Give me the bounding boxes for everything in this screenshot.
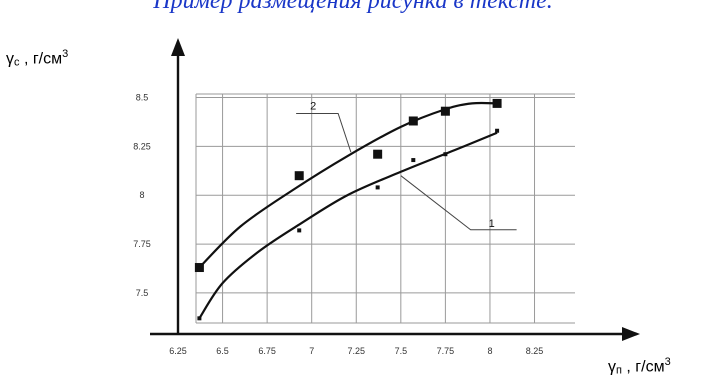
axes: [150, 38, 640, 341]
x-tick-label: 8.25: [526, 346, 544, 356]
x-tick-label: 8: [487, 346, 492, 356]
y-tick-label: 8: [139, 190, 144, 200]
x-axis-label-unit: , г/см: [621, 358, 665, 376]
series-1-point: [297, 228, 302, 233]
series-2-point: [440, 106, 450, 116]
y-tick-label: 7.5: [136, 288, 149, 298]
x-axis-arrow: [622, 327, 640, 341]
y-tick-label: 8.25: [133, 141, 151, 151]
x-tick-label: 7.75: [437, 346, 455, 356]
series-line-2: [198, 101, 498, 269]
y-tick-label: 8.5: [136, 93, 149, 103]
x-axis-label-exponent: 3: [664, 356, 671, 368]
grid: [195, 93, 575, 324]
x-axis-label-subscript: п: [616, 364, 622, 377]
series-1-point: [375, 185, 380, 190]
series-1-point: [443, 152, 448, 157]
y-axis-arrow: [171, 38, 185, 56]
x-tick-label: 6.5: [216, 346, 229, 356]
callout-leader-1: [400, 175, 517, 231]
series-2-point: [373, 149, 383, 159]
y-axis-label-subscript: c: [14, 56, 20, 69]
series-1-point: [495, 128, 500, 133]
x-axis-label: γп , г/см3: [608, 356, 671, 376]
x-axis-label-symbol: γ: [608, 358, 616, 376]
series-1-point: [197, 316, 202, 321]
series-markers: [194, 98, 502, 321]
y-tick-label: 7.75: [133, 239, 151, 249]
x-tick-label: 7.25: [347, 346, 365, 356]
tick-labels: 6.25 6.5 6.75 7 7.25 7.5 7.75 8 8.25 7.5 7.75 8 8.25…: [133, 93, 543, 356]
y-axis-label-exponent: 3: [62, 48, 69, 60]
callout-label-2: 2: [310, 100, 316, 112]
x-tick-label: 6.25: [169, 346, 187, 356]
y-axis-label: γc , г/см3: [6, 48, 68, 68]
x-tick-label: 7.5: [395, 346, 408, 356]
y-axis-label-unit: , г/см: [19, 50, 63, 68]
x-tick-label: 7: [309, 346, 314, 356]
series-2-point: [294, 171, 304, 181]
y-axis-label-symbol: γ: [6, 50, 14, 68]
series-curves: [198, 101, 498, 319]
series-2-point: [492, 98, 502, 108]
series-line-1: [198, 131, 498, 319]
callout-label-1: 1: [489, 218, 495, 230]
series-2-point: [194, 263, 204, 273]
series-2-point: [408, 116, 418, 126]
figure-caption: Пример размещения рисунка в тексте.: [153, 0, 553, 14]
x-tick-label: 6.75: [258, 346, 276, 356]
callouts: 12: [296, 100, 517, 231]
series-1-point: [411, 158, 416, 163]
callout-leader-2: [296, 112, 352, 153]
